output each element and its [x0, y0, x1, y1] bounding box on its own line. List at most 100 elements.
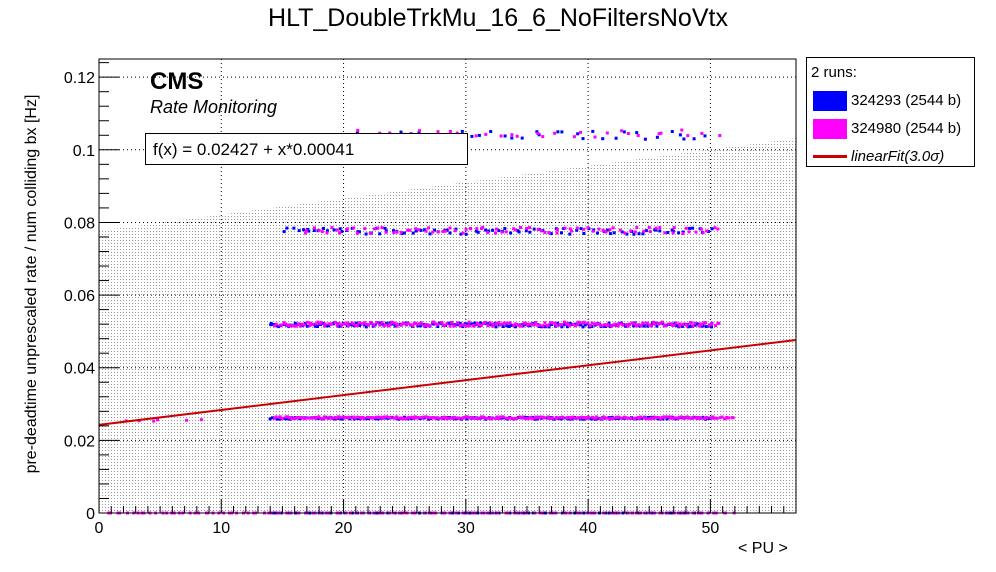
data-point — [532, 227, 536, 231]
data-point — [513, 228, 517, 232]
data-point — [424, 415, 428, 419]
data-point — [644, 229, 648, 233]
data-point — [417, 131, 421, 135]
data-point — [669, 416, 673, 420]
data-point — [273, 324, 277, 328]
data-point — [443, 229, 447, 233]
data-point — [476, 230, 480, 234]
data-point — [601, 137, 605, 141]
data-point — [308, 323, 312, 327]
data-point — [290, 323, 294, 327]
data-point — [579, 227, 583, 231]
data-point — [346, 321, 350, 325]
data-point — [477, 133, 481, 137]
data-point — [399, 230, 403, 234]
data-point — [568, 227, 572, 231]
data-point — [605, 416, 609, 420]
data-point — [311, 416, 314, 420]
data-point — [560, 323, 564, 327]
data-point — [598, 417, 602, 421]
y-tick-label: 0.02 — [64, 433, 95, 450]
data-point — [293, 417, 297, 421]
data-point — [466, 322, 470, 326]
data-point — [268, 417, 272, 421]
data-point — [302, 323, 306, 327]
data-point — [301, 416, 305, 420]
data-point — [677, 231, 681, 235]
data-point — [300, 322, 304, 326]
data-point — [363, 227, 367, 231]
data-point — [541, 324, 545, 328]
data-point — [671, 229, 675, 233]
data-point — [489, 417, 493, 420]
data-point — [508, 321, 512, 325]
data-point — [587, 415, 591, 419]
data-point — [453, 415, 456, 419]
data-point — [710, 227, 714, 231]
data-point — [711, 415, 715, 419]
data-point — [705, 415, 709, 419]
data-point — [687, 230, 691, 234]
data-point — [654, 228, 658, 232]
data-point — [515, 417, 518, 421]
data-point — [481, 322, 485, 325]
data-point — [624, 324, 628, 328]
data-point — [580, 415, 583, 419]
data-point — [369, 321, 372, 324]
data-point — [539, 229, 543, 233]
data-point — [708, 323, 712, 327]
data-point — [453, 324, 457, 328]
data-point — [643, 416, 647, 420]
data-point — [298, 324, 302, 328]
data-point — [319, 417, 323, 421]
data-point — [663, 231, 667, 235]
data-point — [398, 416, 402, 420]
data-point — [303, 417, 307, 421]
data-point — [436, 230, 440, 234]
data-point — [509, 416, 513, 420]
data-point — [376, 226, 380, 230]
data-point — [674, 416, 677, 420]
data-point — [537, 416, 541, 420]
data-point — [603, 323, 607, 327]
data-point — [341, 417, 345, 421]
data-point — [429, 416, 433, 420]
legend-label-run-324293: 324293 (2544 b) — [851, 92, 962, 109]
data-point — [388, 416, 392, 419]
data-point — [414, 227, 418, 231]
data-point — [408, 228, 412, 232]
data-point — [555, 231, 559, 235]
data-point — [372, 227, 376, 231]
data-point — [637, 232, 641, 236]
data-point — [402, 231, 406, 235]
data-point — [543, 321, 547, 325]
data-point — [689, 321, 693, 325]
data-point — [701, 324, 705, 328]
data-point — [660, 415, 664, 419]
data-point — [425, 324, 429, 328]
data-point — [335, 323, 339, 327]
data-point — [637, 323, 641, 327]
data-point — [539, 415, 543, 419]
data-point — [488, 321, 492, 325]
data-point — [674, 321, 678, 325]
data-point — [489, 323, 493, 327]
data-point — [588, 324, 592, 328]
data-point — [481, 415, 485, 419]
data-point — [282, 321, 286, 325]
data-point — [346, 227, 350, 231]
data-point — [322, 226, 325, 230]
data-point — [642, 229, 646, 233]
data-point — [404, 322, 408, 326]
data-point — [317, 228, 321, 232]
data-point — [481, 225, 485, 229]
data-point — [658, 229, 662, 233]
data-point — [658, 226, 662, 230]
data-point — [271, 416, 274, 420]
data-point — [686, 134, 690, 138]
data-point — [568, 324, 571, 328]
rate-monitoring-label: Rate Monitoring — [150, 97, 278, 117]
data-point — [630, 321, 634, 325]
data-point — [494, 325, 498, 329]
